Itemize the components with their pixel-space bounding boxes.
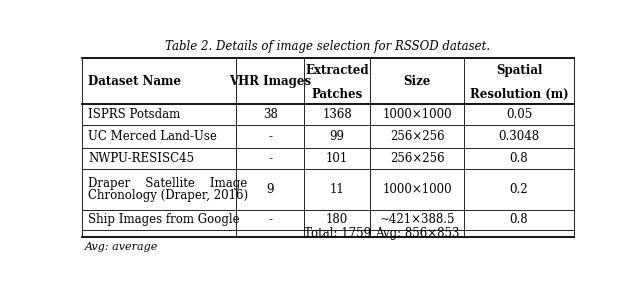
Text: 1000×1000: 1000×1000	[383, 109, 452, 122]
Text: Extracted: Extracted	[305, 64, 369, 77]
Text: 0.05: 0.05	[506, 109, 532, 122]
Text: ISPRS Potsdam: ISPRS Potsdam	[88, 109, 180, 122]
Text: Avg: average: Avg: average	[85, 242, 158, 252]
Text: 0.3048: 0.3048	[499, 130, 540, 143]
Text: Chronology (Draper, 2016): Chronology (Draper, 2016)	[88, 189, 248, 202]
Text: 38: 38	[263, 109, 278, 122]
Text: Ship Images from Google: Ship Images from Google	[88, 213, 240, 226]
Text: 256×256: 256×256	[390, 130, 445, 143]
Text: Total: 1759: Total: 1759	[303, 227, 371, 240]
Text: 11: 11	[330, 183, 344, 196]
Text: Spatial: Spatial	[496, 64, 542, 77]
Text: 0.2: 0.2	[509, 183, 528, 196]
Text: 101: 101	[326, 152, 348, 165]
Text: UC Merced Land-Use: UC Merced Land-Use	[88, 130, 218, 143]
Text: 180: 180	[326, 213, 348, 226]
Text: Draper    Satellite    Image: Draper Satellite Image	[88, 177, 248, 190]
Text: 0.8: 0.8	[509, 152, 528, 165]
Text: VHR Images: VHR Images	[229, 75, 311, 88]
Text: -: -	[268, 152, 272, 165]
Text: 1000×1000: 1000×1000	[383, 183, 452, 196]
Text: Avg: 856×853: Avg: 856×853	[375, 227, 460, 240]
Text: Dataset Name: Dataset Name	[88, 75, 181, 88]
Text: Table 2. Details of image selection for RSSOD dataset.: Table 2. Details of image selection for …	[165, 40, 491, 53]
Text: -: -	[268, 213, 272, 226]
Text: 99: 99	[330, 130, 345, 143]
Text: 0.8: 0.8	[509, 213, 528, 226]
Text: Patches: Patches	[312, 88, 363, 101]
Text: Resolution (m): Resolution (m)	[470, 88, 568, 101]
Text: 1368: 1368	[323, 109, 352, 122]
Text: 256×256: 256×256	[390, 152, 445, 165]
Text: -: -	[268, 130, 272, 143]
Text: ~421×388.5: ~421×388.5	[380, 213, 455, 226]
Text: Size: Size	[404, 75, 431, 88]
Text: 9: 9	[266, 183, 274, 196]
Text: NWPU-RESISC45: NWPU-RESISC45	[88, 152, 195, 165]
